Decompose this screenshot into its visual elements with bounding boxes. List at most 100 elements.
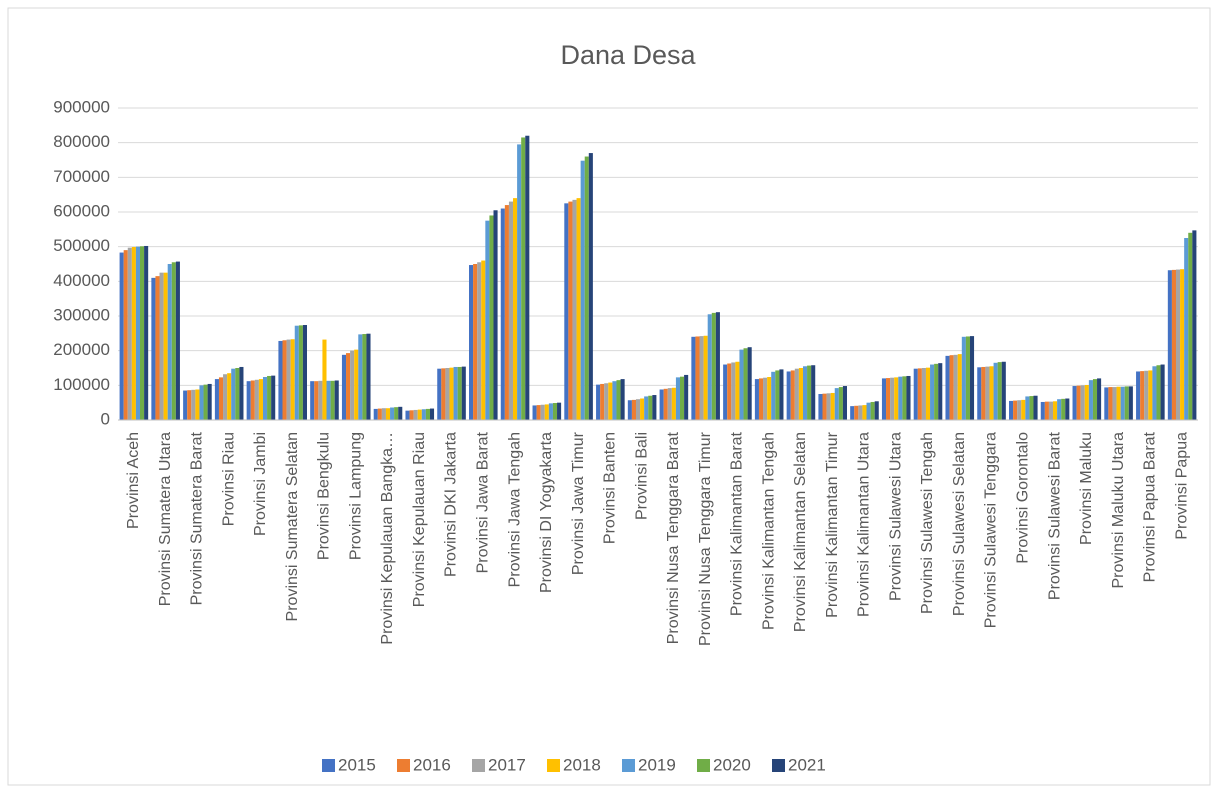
legend-swatch [547, 759, 560, 772]
bar [771, 371, 776, 420]
bar [1104, 387, 1109, 420]
bar [517, 144, 522, 420]
bar [258, 379, 263, 420]
bar [290, 339, 295, 420]
bar [341, 354, 347, 420]
legend-swatch [472, 759, 485, 772]
bar [731, 362, 736, 420]
bar [727, 363, 732, 420]
legend-label: 2018 [563, 755, 601, 774]
bar [886, 378, 891, 420]
x-tick-label: Provinsi Banten [602, 432, 619, 544]
bar [394, 407, 399, 420]
bar [934, 363, 939, 420]
bar [957, 354, 962, 420]
bar [667, 388, 672, 420]
bar [925, 367, 931, 420]
bar [648, 395, 653, 420]
bar [564, 203, 569, 420]
bar [858, 405, 863, 420]
x-tick-label: Provinsi Papua [1173, 432, 1190, 540]
x-tick-label: Provinsi Riau [220, 432, 237, 526]
bar [1112, 387, 1117, 420]
bar [640, 398, 645, 420]
bar [485, 220, 490, 420]
bar [906, 375, 911, 420]
legend-swatch [772, 759, 785, 772]
bar [715, 312, 720, 420]
bar [811, 365, 816, 420]
bar [286, 339, 291, 420]
bar [652, 395, 657, 420]
bar [949, 355, 954, 420]
bar [144, 245, 149, 420]
bar [786, 371, 791, 420]
x-tick-label: Provinsi Kalimantan Tengah [760, 432, 777, 630]
bar [409, 410, 414, 420]
bar [1009, 400, 1014, 420]
y-tick-label: 300000 [53, 305, 110, 324]
bar [1108, 387, 1113, 420]
bar [794, 368, 799, 420]
bar [1140, 371, 1145, 420]
bar [703, 335, 708, 420]
bar [195, 389, 200, 420]
bar [870, 401, 875, 420]
bar [417, 409, 422, 420]
bar [568, 201, 573, 420]
bar [659, 389, 664, 420]
bar [183, 390, 188, 420]
bar [362, 334, 367, 420]
bar [1001, 361, 1006, 420]
bar [235, 368, 240, 420]
bar [945, 355, 950, 420]
bar [1029, 396, 1034, 420]
bar [822, 393, 827, 420]
bar [921, 368, 926, 420]
bar [398, 406, 403, 420]
bar [469, 265, 474, 420]
x-tick-label: Provinsi Aceh [125, 432, 142, 529]
bar [1065, 398, 1070, 420]
bar [938, 363, 943, 420]
x-tick-label: Provinsi Bengkulu [316, 432, 333, 560]
bar [1084, 384, 1089, 420]
bar [322, 339, 327, 420]
bar [985, 366, 990, 420]
bar [997, 362, 1002, 420]
bar [1021, 399, 1026, 420]
bar [302, 325, 307, 420]
bar [754, 379, 759, 420]
x-tick-label: Provinsi Sulawesi Tenggara [983, 432, 1000, 628]
bar [267, 375, 272, 420]
bar [532, 405, 537, 420]
bar [1192, 230, 1197, 420]
bar [119, 252, 124, 420]
bar [350, 350, 355, 420]
bar [191, 389, 196, 420]
legend-label: 2015 [338, 755, 376, 774]
bar [826, 393, 831, 420]
y-tick-label: 900000 [53, 97, 110, 116]
y-tick-label: 200000 [53, 340, 110, 359]
bar [1061, 398, 1066, 420]
bar [239, 366, 244, 420]
bar [763, 377, 768, 420]
bar [1057, 399, 1062, 420]
bar [890, 377, 895, 420]
bar [330, 380, 335, 420]
bar [1025, 396, 1030, 420]
bar [723, 364, 728, 420]
bar [881, 378, 887, 420]
bar [600, 383, 605, 420]
bar [842, 386, 847, 420]
bar [1097, 378, 1102, 420]
bar [965, 336, 970, 420]
bar [775, 370, 780, 420]
bar [1017, 400, 1022, 420]
bar [684, 374, 689, 420]
x-tick-label: Provinsi Gorontalo [1015, 432, 1032, 564]
bar [1040, 401, 1045, 420]
bar [544, 404, 549, 420]
